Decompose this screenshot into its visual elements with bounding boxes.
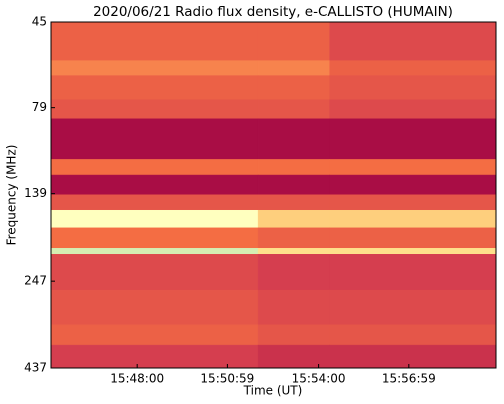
heatmap-cell [50, 227, 259, 249]
heatmap-cell [329, 194, 497, 211]
heatmap-cell [257, 75, 330, 100]
heatmap-cell [257, 174, 330, 195]
y-tick-label: 79 [32, 100, 47, 114]
heatmap-cell [329, 227, 497, 249]
heatmap-cell [50, 174, 259, 195]
heatmap-cell [50, 254, 259, 291]
heatmap [50, 21, 497, 369]
heatmap-cell [329, 75, 497, 100]
heatmap-cell [50, 21, 259, 61]
heatmap-cell [50, 289, 259, 326]
heatmap-cell [50, 118, 259, 160]
heatmap-cell [50, 209, 259, 229]
heatmap-cell [329, 99, 497, 120]
y-tick-label: 437 [24, 361, 47, 375]
y-tick-label: 139 [24, 186, 47, 200]
chart-title: 2020/06/21 Radio flux density, e-CALLIST… [93, 4, 453, 20]
heatmap-cell [257, 254, 330, 291]
heatmap-cell [257, 209, 330, 229]
heatmap-cell [50, 194, 259, 211]
heatmap-cell [257, 99, 330, 120]
heatmap-cell [257, 159, 330, 176]
heatmap-cell [329, 289, 497, 326]
heatmap-cell [329, 174, 497, 195]
heatmap-cell [329, 254, 497, 291]
heatmap-cell [257, 289, 330, 326]
heatmap-cell [257, 248, 330, 255]
heatmap-cell [329, 21, 497, 61]
x-tick-label: 15:50:59 [200, 372, 254, 386]
y-tick-label: 247 [24, 274, 47, 288]
heatmap-cell [329, 248, 497, 255]
x-axis-label: Time (UT) [243, 384, 303, 398]
heatmap-cell [329, 344, 497, 369]
heatmap-cell [329, 118, 497, 160]
x-tick-label: 15:54:00 [292, 372, 346, 386]
plot-frame [50, 21, 497, 369]
x-tick-label: 15:48:00 [110, 372, 164, 386]
heatmap-cell [50, 248, 259, 255]
y-axis-label: Frequency (MHz) [5, 145, 19, 246]
heatmap-cell [50, 99, 259, 120]
heatmap-cell [257, 194, 330, 211]
y-tick-label: 45 [32, 15, 47, 29]
heatmap-cell [329, 324, 497, 346]
heatmap-cell [50, 324, 259, 346]
heatmap-cell [329, 159, 497, 176]
heatmap-cell [257, 60, 330, 76]
heatmap-cell [257, 227, 330, 249]
heatmap-cell [257, 118, 330, 160]
heatmap-cell [50, 60, 259, 76]
x-tick-label: 15:56:59 [382, 372, 436, 386]
heatmap-cell [329, 209, 497, 229]
heatmap-cell [257, 324, 330, 346]
heatmap-cell [50, 159, 259, 176]
heatmap-cell [50, 75, 259, 100]
heatmap-cell [329, 60, 497, 76]
heatmap-cell [257, 21, 330, 61]
